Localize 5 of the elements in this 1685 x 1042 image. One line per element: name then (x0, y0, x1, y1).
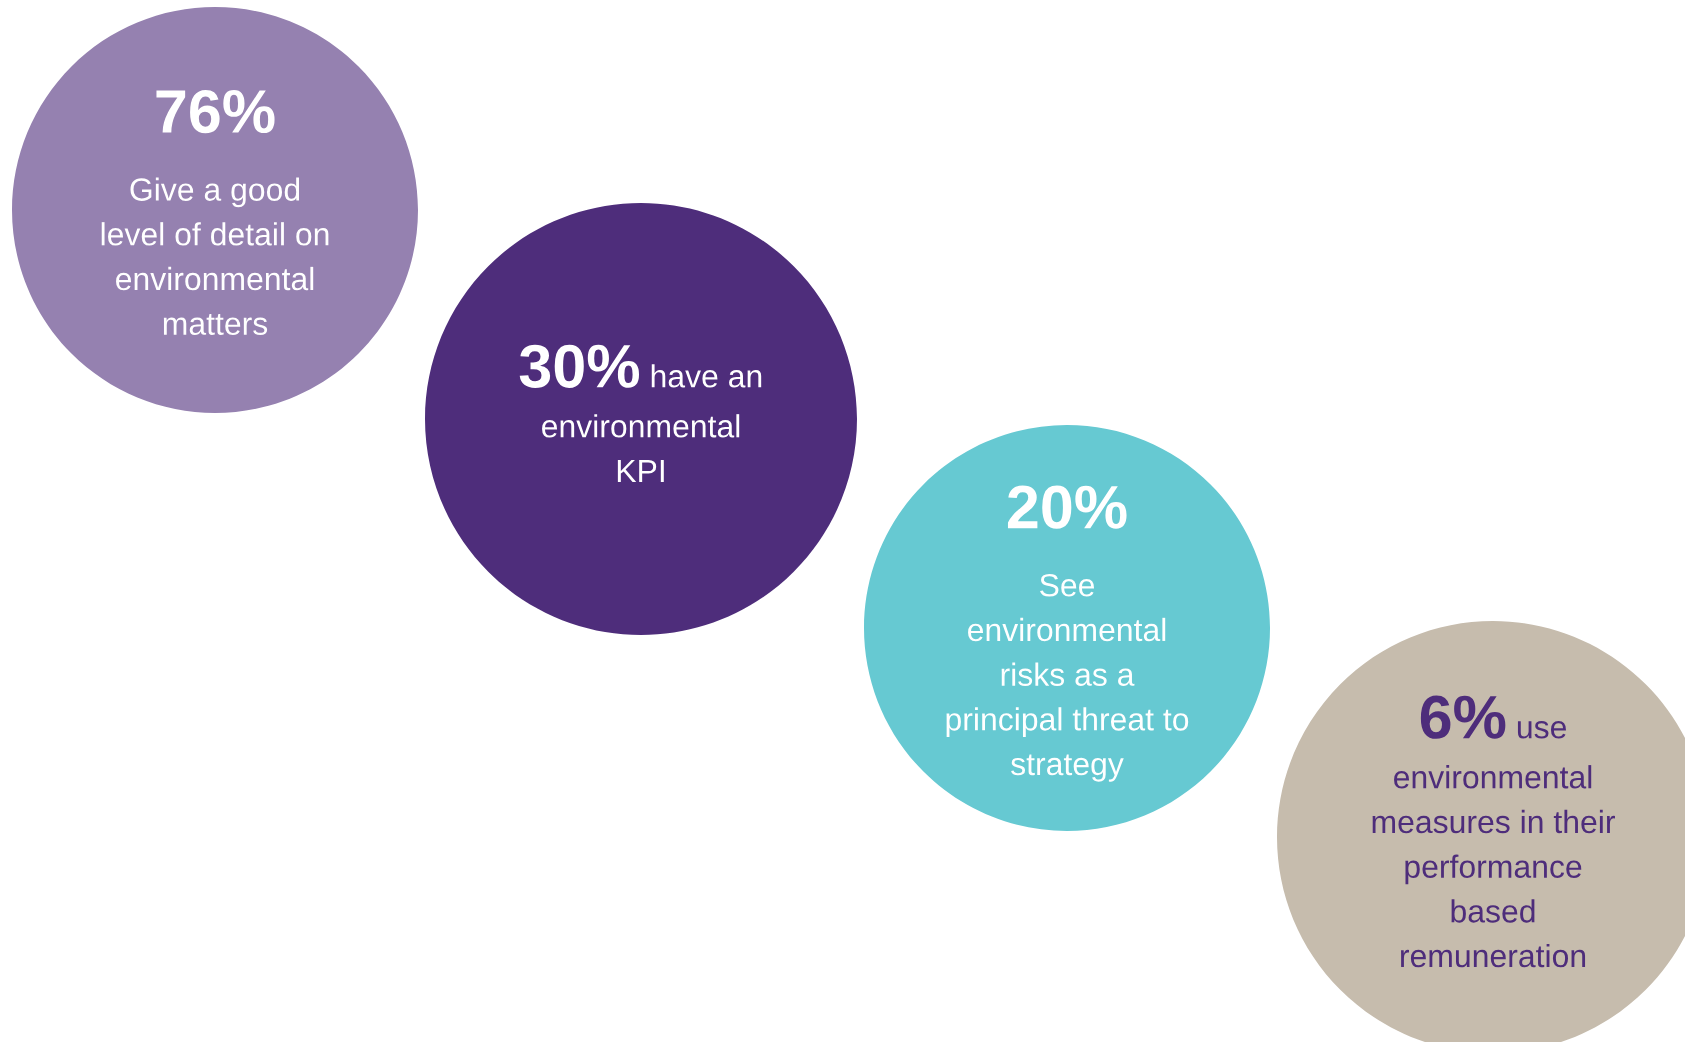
data-label: 76% (156, 89, 275, 134)
data-label: 30% (519, 344, 640, 388)
category-label: Give a good level of detail on environmental matters (101, 177, 329, 336)
category-label: See environmental risks as a principal threat to strategy (946, 573, 1189, 782)
data-label: 20% (1007, 485, 1127, 529)
